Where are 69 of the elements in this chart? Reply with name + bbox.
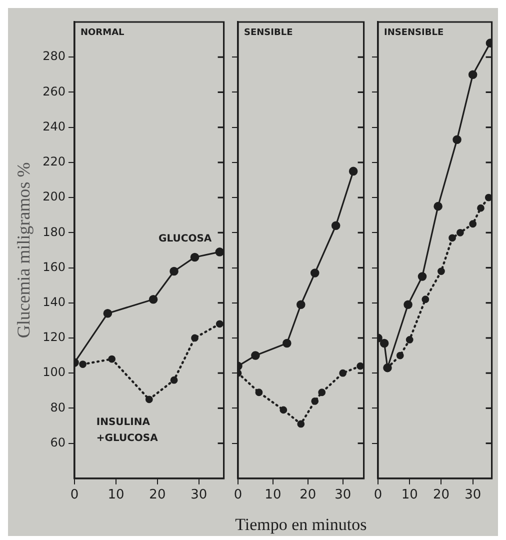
y-tick-label: 220 (42, 154, 66, 169)
point (434, 202, 442, 211)
x-tick-label: 0 (234, 488, 242, 503)
x-tick-label: 0 (374, 488, 382, 503)
x-tick-label: 30 (190, 488, 208, 503)
x-axis-title: Tiempo en minutos (235, 514, 367, 534)
point (255, 388, 263, 396)
point (170, 376, 178, 384)
point (404, 300, 412, 310)
point (296, 300, 306, 310)
point (469, 220, 477, 228)
y-tick-label: 120 (42, 330, 66, 344)
y-tick-label: 280 (42, 49, 66, 64)
y-tick-label: 160 (42, 260, 66, 274)
point (282, 338, 292, 348)
point (170, 266, 178, 276)
point (452, 135, 462, 144)
legend-label: GLUCOSA (158, 234, 212, 245)
point (406, 336, 414, 344)
point (103, 308, 112, 318)
point (297, 420, 305, 428)
point (448, 234, 456, 242)
point (318, 388, 326, 396)
point (79, 360, 86, 368)
x-tick-label: 10 (264, 488, 282, 503)
point (456, 228, 464, 236)
x-tick-label: 10 (401, 488, 418, 503)
y-tick-label: 240 (42, 119, 66, 134)
x-tick-label: 30 (464, 488, 482, 503)
x-tick-label: 20 (432, 488, 450, 503)
y-tick-label: 100 (42, 365, 66, 380)
point (348, 166, 358, 176)
y-tick-label: 180 (42, 224, 66, 239)
point (311, 397, 319, 405)
point (331, 221, 340, 230)
point (251, 351, 260, 360)
x-tick-label: 20 (300, 488, 316, 503)
point (396, 352, 404, 360)
point (339, 369, 347, 377)
point (418, 272, 427, 281)
point (148, 294, 158, 304)
point (356, 362, 364, 370)
y-tick-label: 260 (42, 84, 66, 98)
series-label: INSULINA +GLUCOSA (96, 417, 158, 444)
point (438, 268, 445, 275)
x-tick-label: 10 (108, 488, 124, 503)
text: NORMAL (80, 28, 125, 38)
point (468, 70, 478, 80)
point (216, 320, 224, 328)
y-tick-label: 60 (50, 435, 66, 450)
point (190, 252, 200, 262)
point (280, 406, 288, 414)
point (191, 334, 198, 342)
text: SENSIBLE (244, 28, 293, 38)
y-axis-title: Glucemia miligramos % (14, 162, 34, 338)
y-tick-label: 80 (50, 400, 66, 414)
x-tick-label: 30 (334, 488, 352, 503)
y-tick-label: 140 (42, 294, 66, 309)
x-tick-label: 0 (70, 488, 79, 503)
point (145, 396, 153, 404)
point (215, 248, 224, 256)
point (477, 204, 484, 212)
x-tick-label: 20 (149, 488, 166, 503)
point (108, 355, 116, 363)
point (422, 296, 430, 304)
y-tick-label: 200 (42, 190, 66, 204)
text: INSENSIBLE (384, 28, 444, 38)
point (310, 268, 320, 278)
point (380, 338, 389, 348)
